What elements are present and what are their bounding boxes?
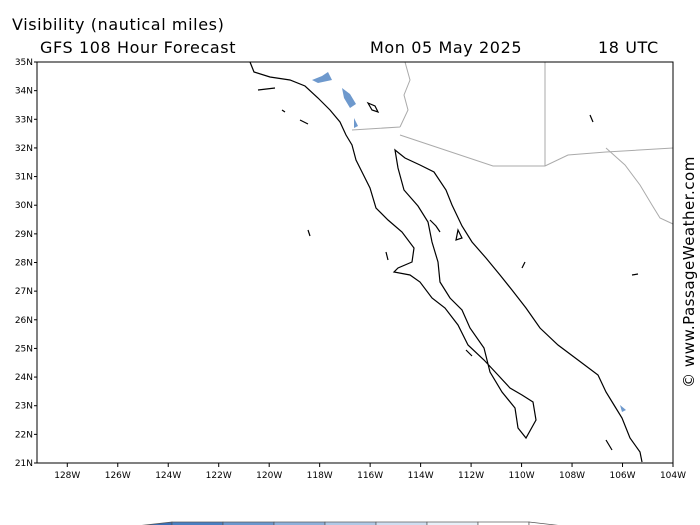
- colorbar-box: [426, 521, 479, 525]
- y-tick-label: 23N: [15, 402, 33, 412]
- y-tick-label: 22N: [15, 430, 33, 440]
- colorbar-box: [324, 521, 377, 525]
- y-tick-label: 33N: [15, 115, 33, 125]
- coastline: [249, 61, 643, 463]
- x-tick-label: 110W: [509, 471, 535, 481]
- x-tick-label: 116W: [357, 471, 383, 481]
- time: 18 UTC: [598, 38, 659, 57]
- y-tick-label: 31N: [15, 173, 33, 183]
- y-tick-label: 26N: [15, 316, 33, 326]
- x-tick-label: 114W: [408, 471, 434, 481]
- y-tick-label: 30N: [15, 201, 33, 211]
- y-tick-label: 25N: [15, 344, 33, 354]
- x-tick-label: 128W: [54, 471, 80, 481]
- colorbar-end: [141, 521, 173, 525]
- y-tick-label: 29N: [15, 230, 33, 240]
- x-tick-label: 122W: [206, 471, 232, 481]
- x-tick-label: 104W: [660, 471, 686, 481]
- x-tick-label: 108W: [559, 471, 585, 481]
- island: [257, 87, 639, 451]
- y-tick-label: 35N: [15, 58, 33, 68]
- map-features: [36, 61, 674, 464]
- date: Mon 05 May 2025: [370, 38, 522, 57]
- colorbar-box: [222, 521, 275, 525]
- subtitle: GFS 108 Hour Forecast: [40, 38, 236, 57]
- x-tick-label: 124W: [155, 471, 181, 481]
- y-tick-label: 27N: [15, 287, 33, 297]
- x-tick-label: 120W: [256, 471, 282, 481]
- y-tick-label: 28N: [15, 259, 33, 269]
- x-tick-label: 118W: [307, 471, 333, 481]
- credit: © www.PassageWeather.com: [680, 156, 698, 388]
- border: [351, 61, 674, 225]
- colorbar-box: [273, 521, 326, 525]
- y-tick-label: 32N: [15, 144, 33, 154]
- colorbar-end: [528, 521, 559, 525]
- colorbar-box: [477, 521, 530, 525]
- x-tick-label: 106W: [609, 471, 635, 481]
- colorbar-box: [171, 521, 224, 525]
- colorbar-box: [375, 521, 428, 525]
- y-tick-label: 34N: [15, 87, 33, 97]
- y-tick-label: 24N: [15, 373, 33, 383]
- x-tick-label: 112W: [458, 471, 484, 481]
- y-tick-label: 21N: [15, 459, 33, 469]
- x-tick-label: 126W: [105, 471, 131, 481]
- title: Visibility (nautical miles): [12, 15, 224, 34]
